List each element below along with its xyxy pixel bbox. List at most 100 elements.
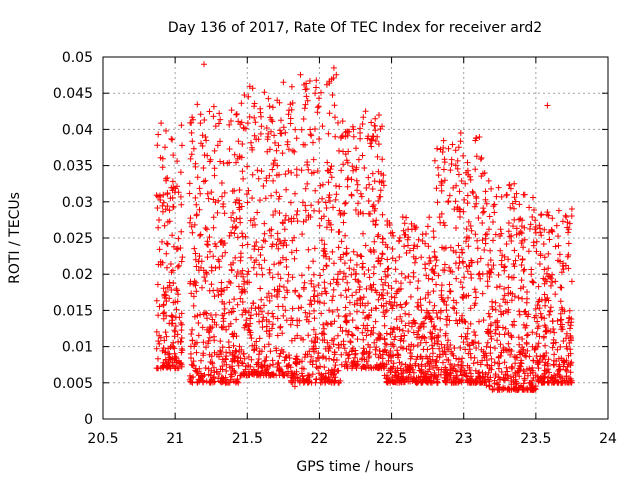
data-point — [424, 223, 431, 230]
data-point — [505, 375, 512, 382]
data-point — [383, 341, 390, 348]
data-point — [226, 278, 233, 285]
data-point — [292, 190, 298, 197]
data-point — [193, 349, 200, 356]
data-point — [434, 314, 441, 321]
data-point — [259, 318, 266, 325]
data-point — [256, 335, 263, 342]
data-point — [547, 282, 554, 289]
data-point — [266, 327, 273, 334]
data-point — [327, 345, 333, 352]
data-point — [308, 277, 315, 284]
data-point — [177, 360, 183, 367]
data-point — [370, 202, 377, 208]
data-point — [353, 145, 359, 152]
data-point — [266, 227, 273, 234]
data-point — [353, 289, 360, 296]
data-point — [372, 138, 379, 144]
data-point — [446, 264, 453, 271]
data-point — [365, 300, 371, 307]
data-point — [202, 278, 209, 284]
data-point — [282, 171, 289, 178]
data-point — [426, 214, 433, 221]
data-point — [203, 137, 210, 144]
data-point — [563, 367, 570, 374]
data-point — [276, 366, 283, 373]
data-point — [515, 365, 522, 372]
data-point — [153, 297, 160, 304]
data-point — [211, 337, 218, 344]
data-point — [192, 256, 199, 263]
data-point — [373, 217, 380, 224]
data-point — [559, 323, 565, 330]
data-point — [258, 123, 265, 130]
x-axis-label: GPS time / hours — [296, 459, 413, 475]
data-point — [324, 339, 331, 346]
data-point — [314, 104, 321, 111]
data-point — [251, 132, 258, 139]
data-point — [353, 166, 360, 173]
data-point — [240, 350, 247, 357]
data-point — [257, 105, 264, 112]
data-point — [505, 340, 512, 347]
data-point — [426, 353, 433, 360]
data-point — [459, 249, 466, 256]
data-point — [357, 296, 364, 303]
data-point — [270, 177, 277, 184]
data-point — [548, 227, 555, 234]
data-point — [565, 240, 572, 247]
data-point — [273, 241, 280, 248]
data-point — [289, 237, 296, 244]
data-point — [300, 141, 307, 148]
data-point — [333, 182, 339, 189]
data-point — [477, 255, 484, 262]
data-point — [234, 269, 241, 275]
data-point — [408, 226, 415, 233]
data-point — [347, 257, 354, 264]
data-point — [486, 382, 493, 389]
data-point — [244, 163, 251, 170]
data-point — [432, 262, 439, 269]
data-point — [302, 309, 309, 316]
data-point — [398, 318, 405, 325]
data-point — [346, 128, 353, 135]
data-point — [425, 275, 432, 282]
data-point — [516, 341, 523, 348]
data-point — [489, 298, 496, 305]
data-point — [285, 271, 292, 278]
data-point — [391, 299, 398, 306]
data-point — [496, 283, 503, 290]
data-point — [192, 250, 199, 257]
data-point — [354, 251, 361, 258]
data-point — [516, 311, 523, 318]
data-point — [372, 205, 379, 212]
data-point — [359, 264, 366, 271]
data-point — [481, 247, 488, 253]
data-point — [446, 317, 453, 324]
data-point — [550, 339, 557, 346]
data-point — [521, 191, 528, 198]
data-point — [319, 330, 326, 337]
data-point — [456, 254, 463, 261]
data-point — [429, 266, 436, 273]
data-point — [186, 180, 193, 187]
data-point — [488, 321, 494, 327]
data-point — [371, 339, 378, 346]
data-point — [414, 285, 421, 292]
data-point — [423, 339, 430, 346]
data-point — [507, 204, 514, 211]
data-point — [401, 243, 408, 250]
data-point — [208, 189, 215, 196]
data-point — [217, 366, 224, 373]
data-point — [306, 310, 313, 317]
data-point — [352, 350, 359, 357]
data-point — [468, 379, 475, 386]
data-point — [321, 300, 328, 307]
data-point — [257, 252, 264, 258]
data-point — [382, 241, 389, 248]
data-point — [540, 354, 547, 360]
data-point — [393, 372, 400, 379]
data-point — [294, 322, 301, 329]
data-point — [535, 283, 542, 290]
data-point — [244, 279, 251, 286]
